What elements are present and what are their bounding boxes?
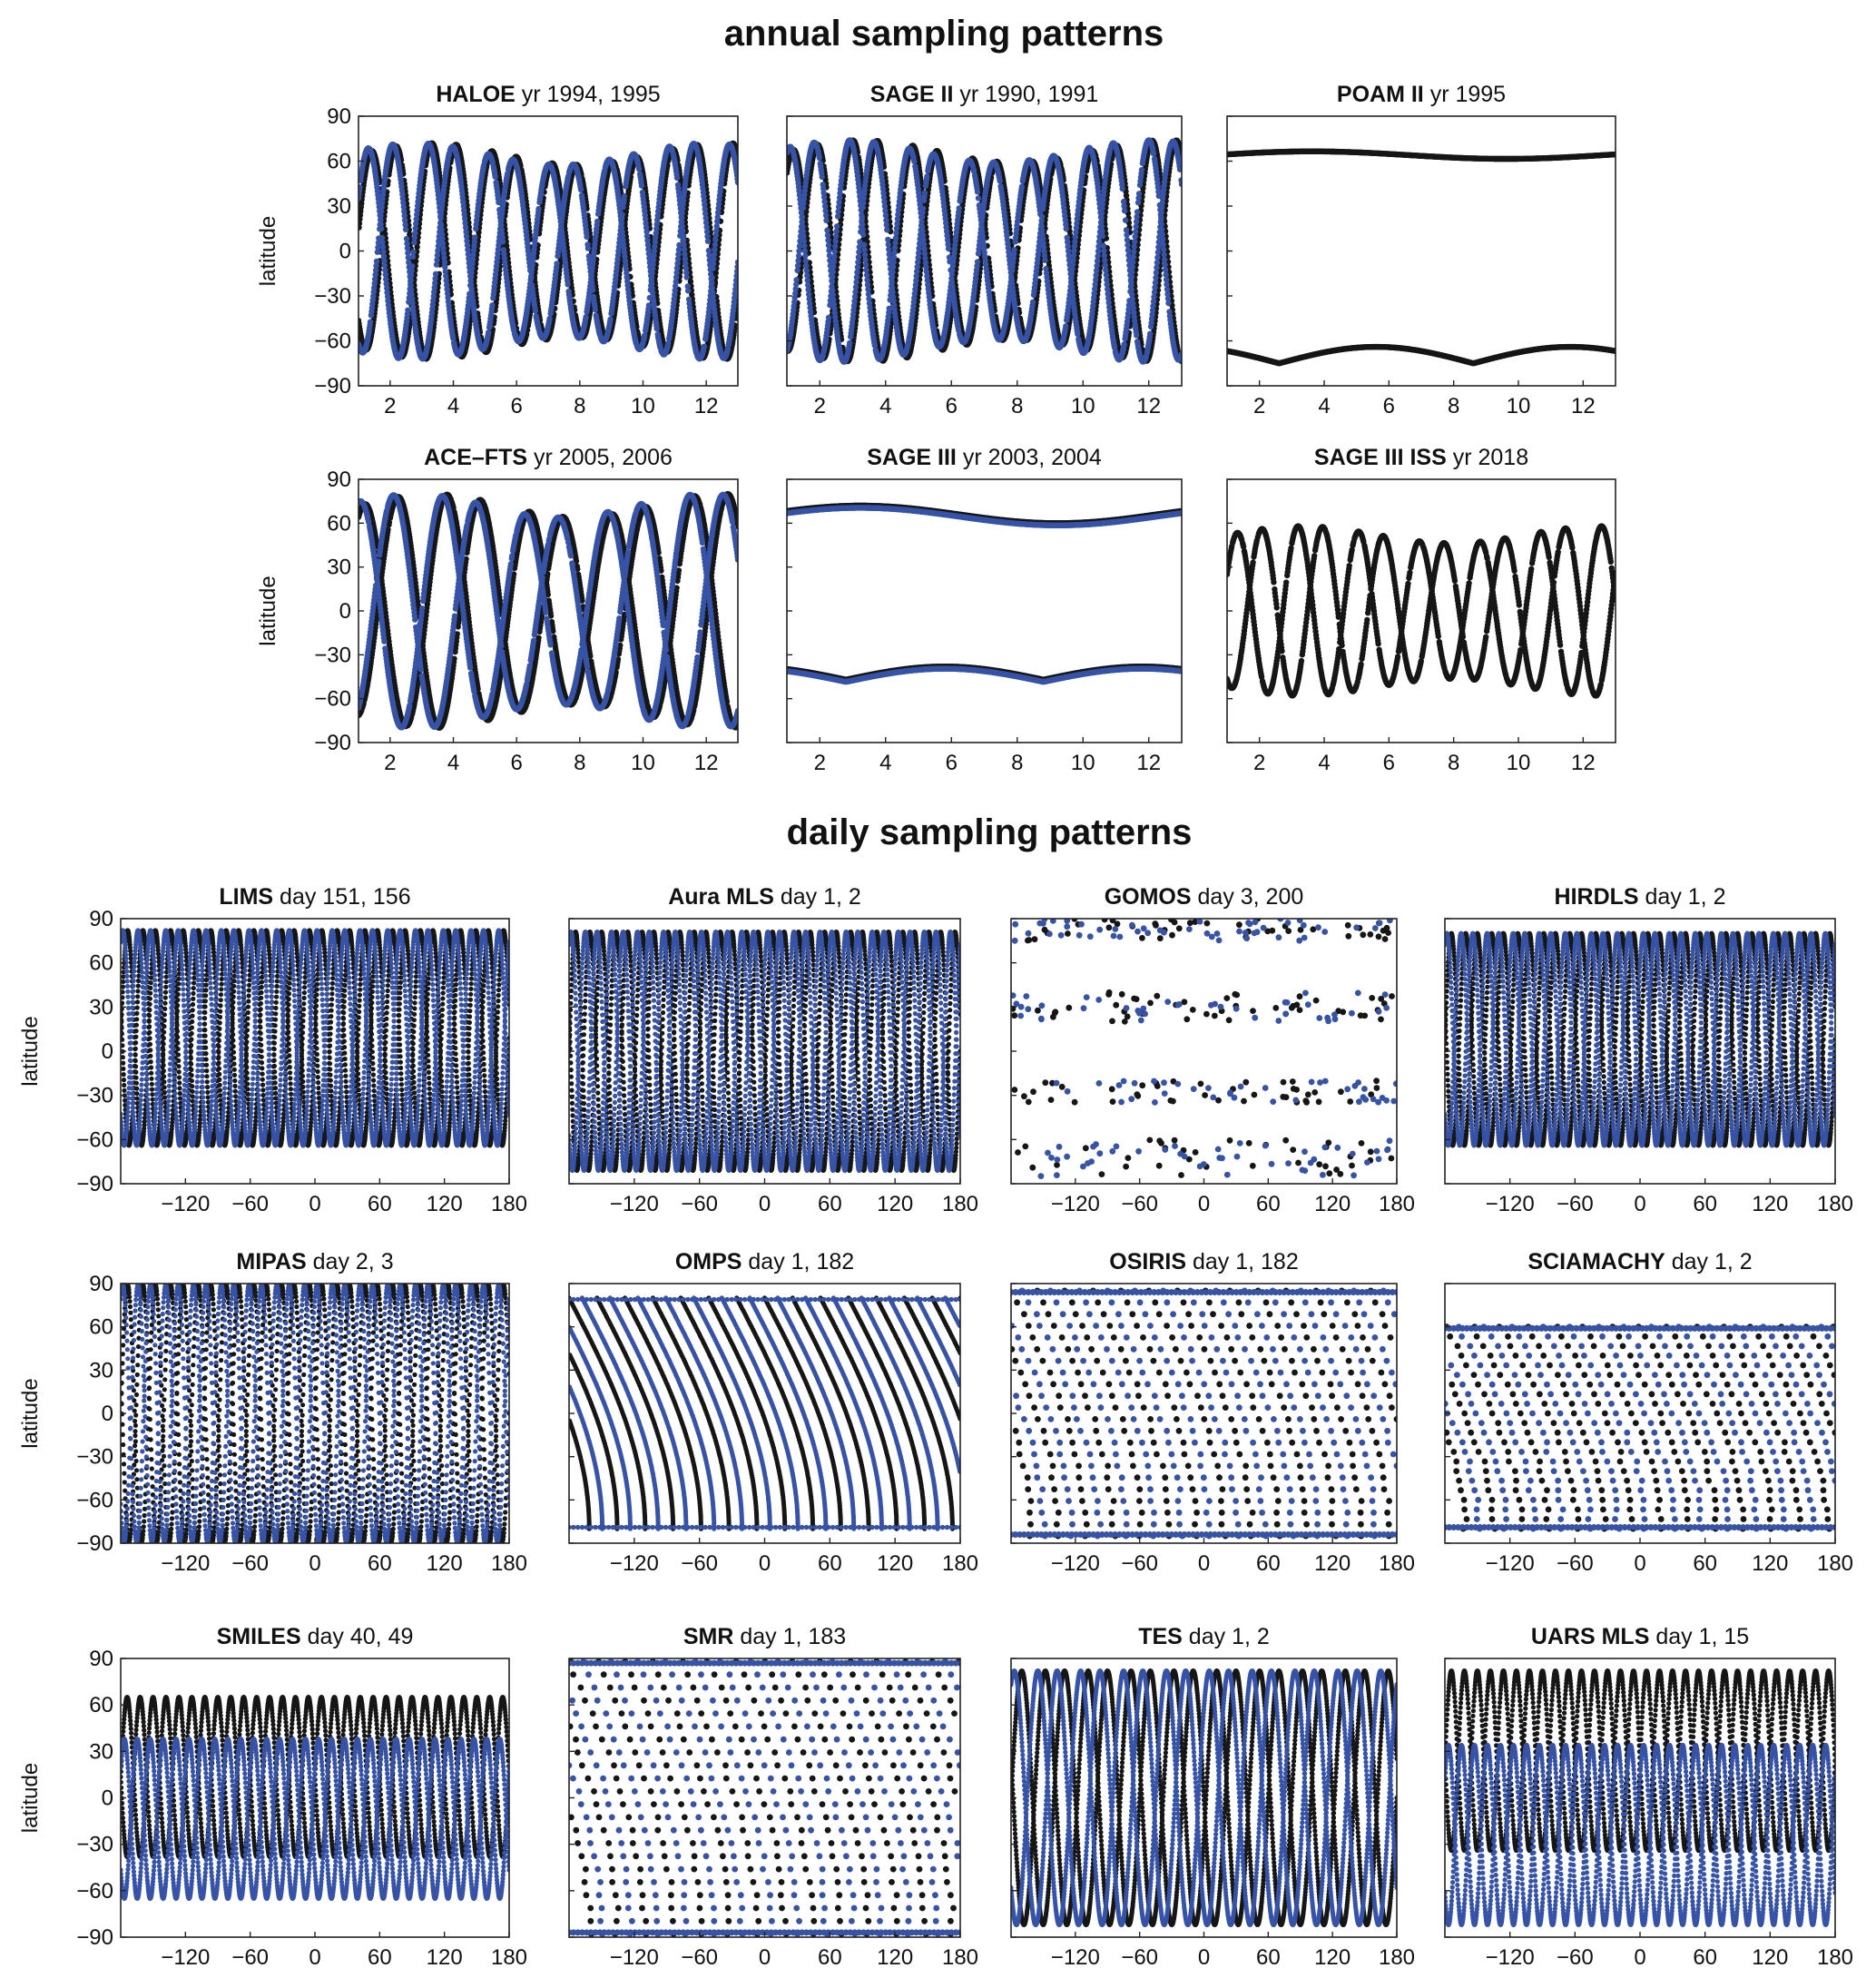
data-point: [357, 184, 362, 190]
data-point: [405, 308, 410, 313]
annual-section-title: annual sampling patterns: [724, 14, 1164, 54]
data-point: [685, 288, 691, 293]
panel-haloe: HALOE yr 1994, 1995 2 4 6 8 10 12 90 60 30 0 −30 −60…: [256, 82, 741, 418]
daily-section-title: daily sampling patterns: [787, 812, 1193, 852]
data-point: [368, 320, 373, 325]
data-point: [674, 175, 680, 181]
data-point: [409, 263, 415, 269]
data-point: [607, 317, 613, 322]
data-point: [535, 206, 541, 212]
y-tick-label: 30: [327, 194, 351, 219]
data-point: [500, 239, 506, 244]
y-tick-label: 60: [327, 150, 351, 174]
data-point: [709, 275, 714, 280]
data-point: [546, 316, 552, 321]
data-point: [622, 193, 627, 199]
data-point: [646, 302, 652, 308]
data-point: [583, 314, 588, 320]
x-tick-label: 10: [631, 394, 655, 418]
data-point: [642, 332, 647, 338]
x-tick-label: 12: [694, 394, 719, 418]
data-point: [684, 274, 690, 280]
data-point: [489, 302, 495, 308]
x-tick-label: 4: [447, 394, 459, 418]
data-point: [593, 307, 598, 312]
data-point: [533, 308, 538, 313]
y-tick-label: −60: [314, 330, 351, 354]
data-point: [378, 226, 384, 231]
x-tick-label: 6: [510, 394, 522, 418]
data-point: [585, 245, 591, 251]
data-point: [702, 344, 707, 349]
data-point: [636, 166, 642, 172]
panel-title-instrument: HALOE: [436, 82, 516, 107]
x-tick-label: 2: [384, 394, 396, 418]
data-point: [639, 182, 644, 188]
data-point: [554, 261, 559, 266]
data-point: [578, 187, 584, 192]
y-tick-label: 0: [339, 240, 351, 264]
data-point: [374, 259, 379, 264]
data-point: [433, 271, 438, 277]
data-point: [410, 249, 416, 254]
y-tick-label: −90: [314, 374, 351, 399]
data-point: [594, 219, 600, 224]
y-axis-label: latitude: [256, 216, 280, 286]
data-point: [528, 275, 534, 280]
x-tick-label: 8: [574, 394, 585, 418]
panel-title-instrument: SAGE II: [870, 82, 954, 107]
panel-title: HALOE yr 1994, 1995: [436, 82, 660, 107]
data-point: [590, 287, 595, 292]
y-tick-label: 90: [327, 104, 351, 129]
panel-title-period: yr 1990, 1991: [953, 82, 1098, 107]
data-point: [654, 326, 660, 331]
data-point: [472, 234, 477, 240]
data-point: [403, 227, 408, 232]
data-point: [486, 330, 491, 335]
data-point: [584, 234, 589, 240]
panels-group: HALOE yr 1994, 1995 2 4 6 8 10 12 90 60 30 0 −30 −60…: [18, 82, 1853, 1970]
data-point: [565, 281, 570, 287]
data-point: [492, 174, 497, 180]
data-point: [705, 239, 711, 244]
y-tick-label: −30: [314, 284, 351, 309]
panel-title-period: yr 1994, 1995: [516, 82, 661, 107]
panel-title: SAGE II yr 1990, 1991: [870, 82, 1099, 107]
data-point: [619, 212, 624, 217]
